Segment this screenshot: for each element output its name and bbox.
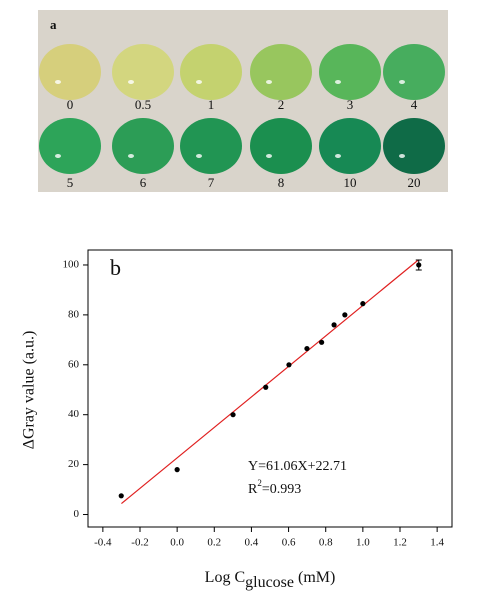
droplet-highlight	[55, 80, 61, 84]
droplet	[250, 118, 312, 174]
droplet	[39, 44, 101, 100]
droplet-highlight	[196, 154, 202, 158]
data-point	[342, 312, 348, 318]
droplet-highlight	[335, 80, 341, 84]
droplet-highlight	[128, 80, 134, 84]
droplet-label: 10	[344, 175, 357, 190]
y-tick-label: 80	[68, 308, 80, 320]
data-point	[263, 384, 269, 390]
droplet-label: 0	[67, 97, 74, 112]
droplet-highlight	[266, 80, 272, 84]
data-point	[304, 345, 310, 352]
y-tick-label: 60	[68, 358, 80, 370]
y-tick-label: 100	[63, 259, 80, 271]
droplet	[383, 44, 445, 100]
droplet-label: 8	[278, 175, 285, 190]
data-point	[360, 301, 366, 307]
droplet	[112, 118, 174, 174]
droplet	[319, 118, 381, 174]
droplet-label: 3	[347, 97, 354, 112]
data-point	[331, 322, 337, 328]
droplet-label: 5	[67, 175, 74, 190]
data-point	[174, 467, 180, 473]
droplet	[180, 44, 242, 100]
x-tick-label: 0.4	[245, 537, 259, 549]
data-point	[230, 412, 236, 418]
x-label: Log C	[205, 569, 245, 586]
x-label-unit: (mM)	[294, 569, 335, 586]
droplet-highlight	[399, 154, 405, 158]
droplet-label: 1	[208, 97, 215, 112]
r2-value: =0.993	[262, 482, 301, 497]
droplet	[319, 44, 381, 100]
droplet-label: 0.5	[135, 97, 151, 112]
x-tick-label: 1.4	[430, 537, 444, 549]
droplet-highlight	[128, 154, 134, 158]
equation: Y=61.06X+22.71	[248, 459, 347, 474]
plot-frame	[87, 249, 453, 528]
x-tick-label: 1.2	[393, 537, 407, 549]
y-tick-label: 0	[74, 508, 80, 520]
droplet-highlight	[335, 154, 341, 158]
droplet-label: 4	[411, 97, 418, 112]
x-axis-label: Log Cglucose (mM)	[205, 569, 336, 591]
x-tick-label: 0.8	[319, 537, 333, 549]
droplet-highlight	[196, 80, 202, 84]
x-tick-label: -0.4	[94, 537, 112, 549]
panel-label: a	[50, 17, 57, 32]
droplet-highlight	[266, 154, 272, 158]
data-point	[286, 362, 292, 368]
droplet	[250, 44, 312, 100]
x-tick-label: 1.0	[356, 537, 370, 549]
data-point	[118, 493, 124, 499]
droplet	[383, 118, 445, 174]
x-tick-label: 0.2	[207, 537, 221, 549]
droplet-highlight	[55, 154, 61, 158]
r-squared: R2=0.993	[248, 478, 301, 497]
droplet-highlight	[399, 80, 405, 84]
y-axis-label: ΔGray value (a.u.)	[21, 331, 38, 450]
x-tick-label: 0.0	[170, 537, 184, 549]
x-tick-label: 0.6	[282, 537, 296, 549]
droplet-label: 7	[208, 175, 215, 190]
droplet-label: 20	[408, 175, 421, 190]
droplet	[180, 118, 242, 174]
y-tick-label: 20	[68, 458, 80, 470]
r2-label: R	[248, 482, 258, 497]
data-point	[319, 339, 325, 345]
droplet-label: 2	[278, 97, 285, 112]
droplet	[112, 44, 174, 100]
x-tick-label: -0.2	[131, 537, 148, 549]
photo-background	[38, 10, 448, 192]
x-label-sub: glucose	[245, 574, 294, 591]
y-tick-label: 40	[68, 408, 80, 420]
r2-sup: 2	[257, 478, 262, 488]
droplet-label: 6	[140, 175, 147, 190]
data-point	[416, 262, 422, 268]
fit-line	[121, 259, 419, 505]
droplet	[39, 118, 101, 174]
panel-label: b	[110, 255, 121, 280]
